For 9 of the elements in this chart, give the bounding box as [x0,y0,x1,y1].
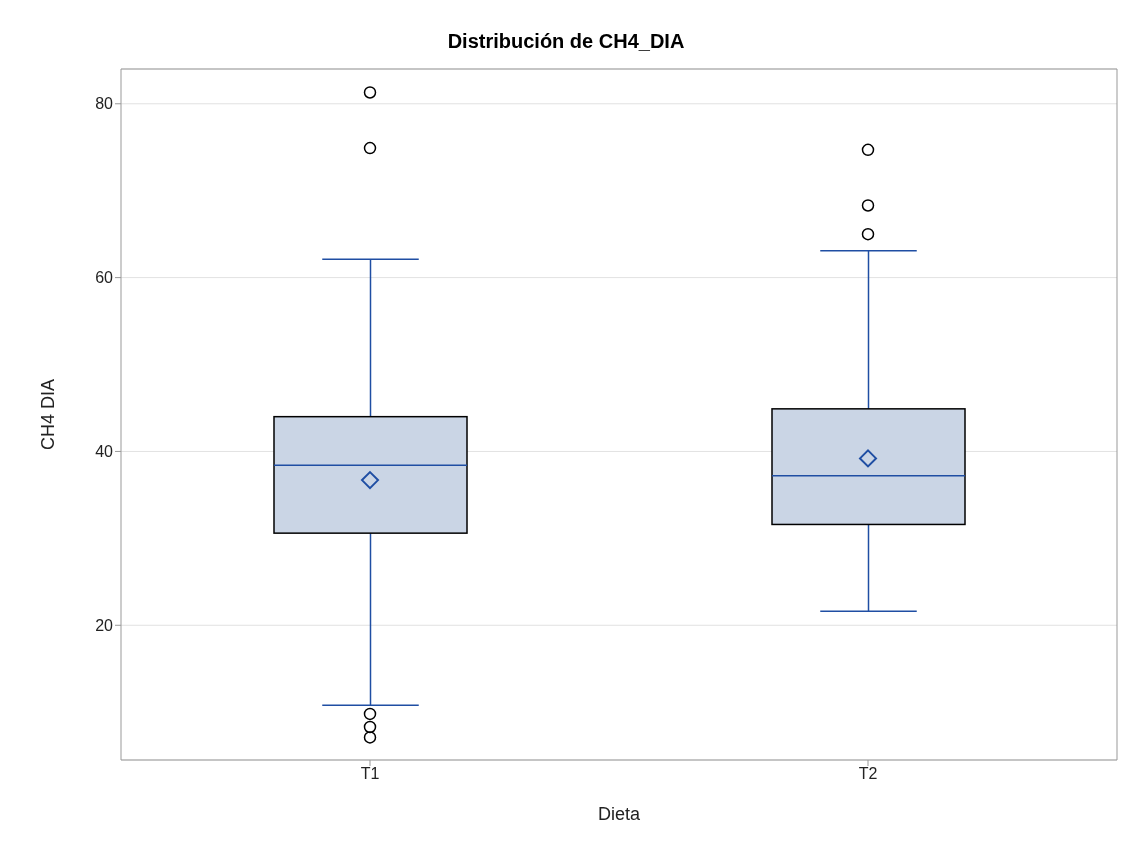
y-tick-label: 60 [95,269,114,287]
chart-title: Distribución de CH4_DIA [446,29,686,54]
x-tick-label: T2 [858,765,878,783]
x-tick-label: T1 [360,765,380,783]
y-tick-label: 40 [95,443,114,461]
y-tick-label: 20 [95,616,114,634]
y-axis-title: CH4 DIA [38,378,59,451]
y-tick-label: 80 [95,95,114,113]
x-axis-title: Dieta [597,804,641,824]
